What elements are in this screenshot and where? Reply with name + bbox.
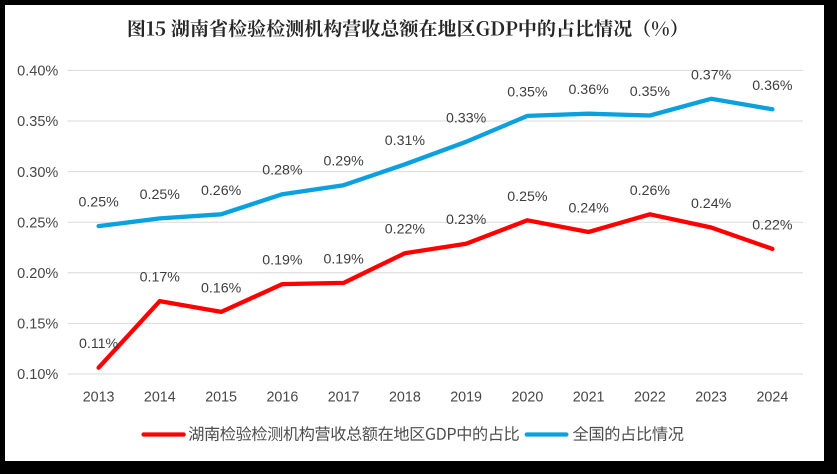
svg-text:0.25%: 0.25% [140,187,181,203]
svg-text:2019: 2019 [450,390,482,406]
svg-text:0.25%: 0.25% [78,195,119,211]
svg-text:0.36%: 0.36% [568,82,609,98]
svg-text:0.22%: 0.22% [385,222,426,238]
svg-text:0.19%: 0.19% [323,251,364,267]
svg-text:2021: 2021 [573,390,605,406]
svg-text:2024: 2024 [756,390,788,406]
svg-text:0.24%: 0.24% [568,201,609,217]
svg-text:0.37%: 0.37% [691,67,732,83]
svg-text:0.15%: 0.15% [17,317,58,333]
svg-text:2018: 2018 [389,390,421,406]
svg-text:0.35%: 0.35% [17,114,58,130]
svg-text:0.11%: 0.11% [79,336,119,352]
svg-text:0.16%: 0.16% [201,280,242,296]
svg-text:0.31%: 0.31% [385,133,426,149]
svg-text:2015: 2015 [205,390,237,406]
svg-text:2017: 2017 [328,390,360,406]
svg-text:0.20%: 0.20% [17,266,58,282]
svg-text:0.26%: 0.26% [201,183,242,199]
svg-text:0.35%: 0.35% [507,84,548,100]
svg-text:0.26%: 0.26% [630,183,671,199]
svg-text:0.40%: 0.40% [17,64,58,80]
svg-text:0.10%: 0.10% [17,367,58,383]
svg-text:0.33%: 0.33% [446,110,487,126]
svg-text:0.29%: 0.29% [323,154,364,170]
svg-text:0.36%: 0.36% [752,78,793,94]
svg-text:2023: 2023 [695,390,727,406]
svg-text:0.17%: 0.17% [140,270,181,286]
svg-text:2014: 2014 [144,390,176,406]
svg-text:0.30%: 0.30% [17,165,58,181]
svg-text:0.22%: 0.22% [752,217,793,233]
svg-text:2016: 2016 [266,390,298,406]
svg-text:0.28%: 0.28% [262,163,303,179]
svg-text:0.19%: 0.19% [262,253,303,269]
svg-text:2020: 2020 [511,390,543,406]
svg-text:0.24%: 0.24% [691,196,732,212]
svg-text:0.23%: 0.23% [446,212,487,228]
svg-text:0.35%: 0.35% [630,84,671,100]
svg-text:0.25%: 0.25% [507,189,548,205]
svg-text:0.25%: 0.25% [17,215,58,231]
svg-text:2022: 2022 [634,390,666,406]
svg-text:2013: 2013 [83,390,115,406]
